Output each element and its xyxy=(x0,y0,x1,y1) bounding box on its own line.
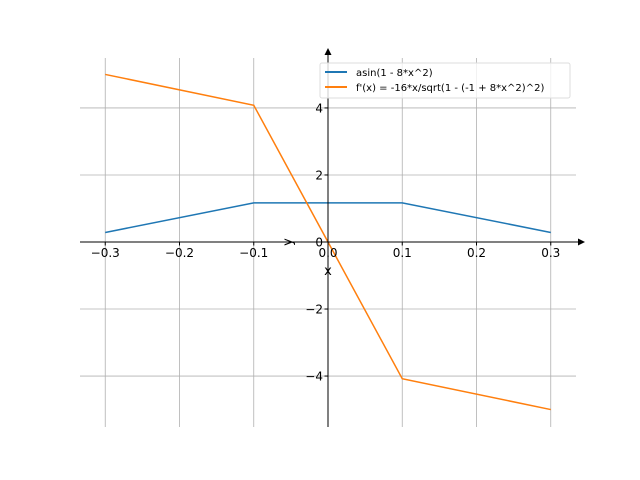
ticks: −0.3 −0.2 −0.1 0.0 0.1 0.2 0.3 −4 −2 0 2 4 xyxy=(91,101,561,383)
x-tick-label: 0.0 xyxy=(318,246,337,260)
y-tick-label: −4 xyxy=(305,370,323,384)
x-tick-label: 0.3 xyxy=(541,246,560,260)
legend-box xyxy=(319,62,571,99)
x-axis-arrow-icon xyxy=(578,238,585,246)
x-tick-label: −0.2 xyxy=(165,246,194,260)
legend-label-0: asin(1 - 8*x^2) xyxy=(356,68,433,79)
x-tick-label: −0.1 xyxy=(239,246,268,260)
x-axis-label: x xyxy=(324,264,332,279)
y-axis-label: y xyxy=(281,238,296,246)
y-tick-label: 2 xyxy=(315,168,323,182)
legend: asin(1 - 8*x^2) f'(x) = -16*x/sqrt(1 - (… xyxy=(319,62,571,99)
y-tick-label: 4 xyxy=(315,101,323,115)
axes xyxy=(80,48,585,427)
legend-label-1: f'(x) = -16*x/sqrt(1 - (-1 + 8*x^2)^2) xyxy=(356,83,544,94)
x-tick-label: 0.1 xyxy=(393,246,412,260)
x-tick-label: −0.3 xyxy=(91,246,120,260)
y-tick-label: 0 xyxy=(315,235,323,249)
y-axis-arrow-icon xyxy=(324,48,332,55)
y-tick-label: −2 xyxy=(305,303,323,317)
x-tick-label: 0.2 xyxy=(467,246,486,260)
